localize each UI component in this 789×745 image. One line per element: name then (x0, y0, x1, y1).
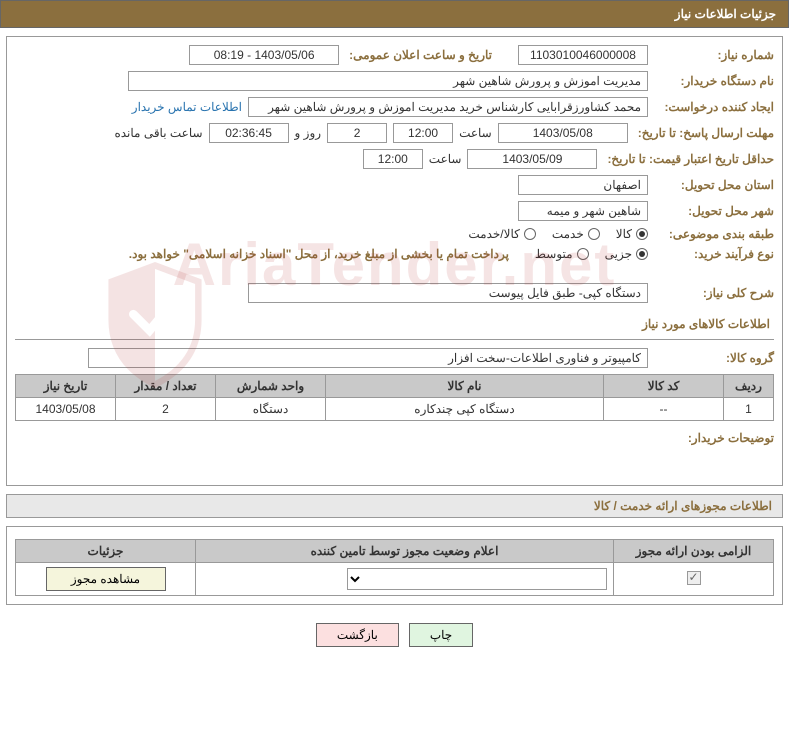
general-desc-label: شرح کلی نیاز: (654, 286, 774, 300)
announce-datetime-field: 1403/05/06 - 08:19 (189, 45, 339, 65)
radio-goods-service[interactable]: کالا/خدمت (468, 227, 535, 241)
th-unit: واحد شمارش (216, 375, 326, 398)
response-time-field: 12:00 (393, 123, 453, 143)
td-row: 1 (724, 398, 774, 421)
radio-medium-circle (577, 248, 589, 260)
radio-goods[interactable]: کالا (616, 227, 648, 241)
goods-group-field: کامپیوتر و فناوری اطلاعات-سخت افزار (88, 348, 648, 368)
mandatory-checkbox[interactable] (687, 571, 701, 585)
td-mandatory (614, 563, 774, 596)
goods-table: ردیف کد کالا نام کالا واحد شمارش تعداد /… (15, 374, 774, 421)
radio-goods-label: کالا (616, 227, 632, 241)
goods-info-header: اطلاعات کالاهای مورد نیاز (15, 309, 774, 335)
general-desc-field: دستگاه کپی- طبق فایل پیوست (248, 283, 648, 303)
buyer-org-field: مدیریت اموزش و پرورش شاهین شهر (128, 71, 648, 91)
permit-panel: الزامی بودن ارائه مجوز اعلام وضعیت مجوز … (6, 526, 783, 605)
requester-field: محمد کشاورزقرابایی کارشناس خرید مدیریت ا… (248, 97, 648, 117)
th-name: نام کالا (326, 375, 604, 398)
td-code: -- (604, 398, 724, 421)
th-supplier-status: اعلام وضعیت مجوز توسط تامین کننده (196, 540, 614, 563)
purchase-type-radio-group: جزیی متوسط (535, 247, 648, 261)
need-number-field: 1103010046000008 (518, 45, 648, 65)
radio-goods-circle (636, 228, 648, 240)
price-validity-time-field: 12:00 (363, 149, 423, 169)
buyer-notes-field (15, 431, 648, 471)
days-field: 2 (327, 123, 387, 143)
need-number-label: شماره نیاز: (654, 48, 774, 62)
th-row: ردیف (724, 375, 774, 398)
goods-group-label: گروه کالا: (654, 351, 774, 365)
radio-medium-label: متوسط (535, 247, 573, 261)
radio-partial-circle (636, 248, 648, 260)
radio-partial[interactable]: جزیی (605, 247, 648, 261)
buyer-org-label: نام دستگاه خریدار: (654, 74, 774, 88)
time-label-1: ساعت (459, 126, 492, 140)
announce-datetime-label: تاریخ و ساعت اعلان عمومی: (345, 48, 492, 62)
response-deadline-label: مهلت ارسال پاسخ: تا تاریخ: (634, 126, 774, 140)
button-row: چاپ بازگشت (0, 613, 789, 657)
permit-panel-title: اطلاعات مجوزهای ارائه خدمت / کالا (6, 494, 783, 518)
category-label: طبقه بندی موضوعی: (654, 227, 774, 241)
th-need-date: تاریخ نیاز (16, 375, 116, 398)
city-field: شاهین شهر و میمه (518, 201, 648, 221)
hms-field: 02:36:45 (209, 123, 289, 143)
permit-row: مشاهده مجوز (16, 563, 774, 596)
requester-label: ایجاد کننده درخواست: (654, 100, 774, 114)
permit-table: الزامی بودن ارائه مجوز اعلام وضعیت مجوز … (15, 539, 774, 596)
remain-label: ساعت باقی مانده (114, 126, 202, 140)
supplier-status-select[interactable] (347, 568, 607, 590)
province-field: اصفهان (518, 175, 648, 195)
time-label-2: ساعت (429, 152, 462, 166)
page-title: جزئیات اطلاعات نیاز (675, 7, 776, 21)
radio-goods-service-circle (524, 228, 536, 240)
th-code: کد کالا (604, 375, 724, 398)
province-label: استان محل تحویل: (654, 178, 774, 192)
radio-service-circle (588, 228, 600, 240)
payment-note: پرداخت تمام یا بخشی از مبلغ خرید، از محل… (129, 247, 509, 261)
th-details: جزئیات (16, 540, 196, 563)
view-permit-button[interactable]: مشاهده مجوز (46, 567, 166, 591)
city-label: شهر محل تحویل: (654, 204, 774, 218)
th-qty: تعداد / مقدار (116, 375, 216, 398)
td-details: مشاهده مجوز (16, 563, 196, 596)
page-header: جزئیات اطلاعات نیاز (0, 0, 789, 28)
td-name: دستگاه کپی چندکاره (326, 398, 604, 421)
divider-1 (15, 339, 774, 340)
radio-service[interactable]: خدمت (552, 227, 600, 241)
td-qty: 2 (116, 398, 216, 421)
purchase-type-label: نوع فرآیند خرید: (654, 247, 774, 261)
response-date-field: 1403/05/08 (498, 123, 628, 143)
th-mandatory: الزامی بودن ارائه مجوز (614, 540, 774, 563)
td-unit: دستگاه (216, 398, 326, 421)
price-validity-label: حداقل تاریخ اعتبار قیمت: تا تاریخ: (603, 152, 774, 166)
print-button[interactable]: چاپ (409, 623, 473, 647)
back-button[interactable]: بازگشت (316, 623, 399, 647)
main-panel: شماره نیاز: 1103010046000008 تاریخ و ساع… (6, 36, 783, 486)
td-need-date: 1403/05/08 (16, 398, 116, 421)
category-radio-group: کالا خدمت کالا/خدمت (468, 227, 648, 241)
radio-goods-service-label: کالا/خدمت (468, 227, 519, 241)
radio-medium[interactable]: متوسط (535, 247, 589, 261)
radio-service-label: خدمت (552, 227, 584, 241)
radio-partial-label: جزیی (605, 247, 632, 261)
table-row: 1 -- دستگاه کپی چندکاره دستگاه 2 1403/05… (16, 398, 774, 421)
days-and-label: روز و (295, 126, 322, 140)
price-validity-date-field: 1403/05/09 (467, 149, 597, 169)
buyer-contact-link[interactable]: اطلاعات تماس خریدار (132, 100, 242, 114)
buyer-notes-label: توضیحات خریدار: (654, 431, 774, 445)
td-supplier-status (196, 563, 614, 596)
